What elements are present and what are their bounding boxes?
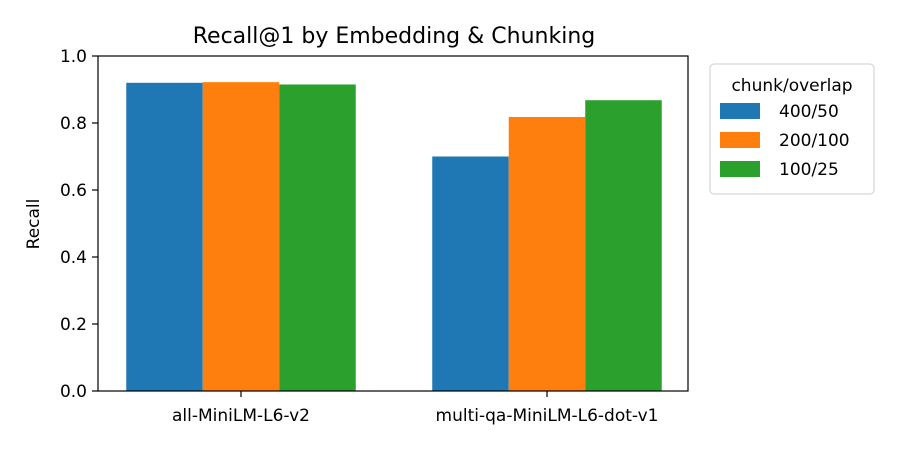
y-tick-label: 1.0: [60, 47, 87, 67]
legend: chunk/overlap 400/50 200/100 100/25: [709, 63, 875, 195]
legend-label-200-100: 200/100: [779, 131, 850, 151]
plot-area: all-MiniLM-L6-v2 multi-qa-MiniLM-L6-dot-v…: [60, 47, 689, 426]
bar-200-100-0: [202, 82, 280, 391]
y-tick-label: 0.4: [60, 248, 87, 268]
legend-label-100-25: 100/25: [779, 160, 839, 180]
legend-title: chunk/overlap: [731, 76, 852, 96]
y-tick-label: 0.6: [60, 181, 87, 201]
x-tick-label: multi-qa-MiniLM-L6-dot-v1: [436, 406, 659, 426]
bar-200-100-1: [508, 116, 586, 391]
y-tick-label: 0.0: [60, 382, 87, 402]
bar-100-25-1: [585, 100, 662, 391]
legend-swatch-100-25: [720, 161, 760, 177]
legend-label-400-50: 400/50: [779, 102, 839, 122]
legend-swatch-200-100: [720, 132, 760, 148]
x-tick-label: all-MiniLM-L6-v2: [172, 406, 310, 426]
legend-swatch-400-50: [720, 103, 760, 119]
bar-400-50-1: [432, 156, 509, 391]
bar-400-50-0: [126, 82, 203, 392]
axes-frame: [97, 55, 689, 392]
y-axis-label: Recall: [24, 199, 44, 250]
y-tick-label: 0.2: [60, 315, 87, 335]
y-tick-label: 0.8: [60, 114, 87, 134]
bar-100-25-0: [279, 84, 356, 391]
chart-title: Recall@1 by Embedding & Chunking: [193, 24, 595, 49]
